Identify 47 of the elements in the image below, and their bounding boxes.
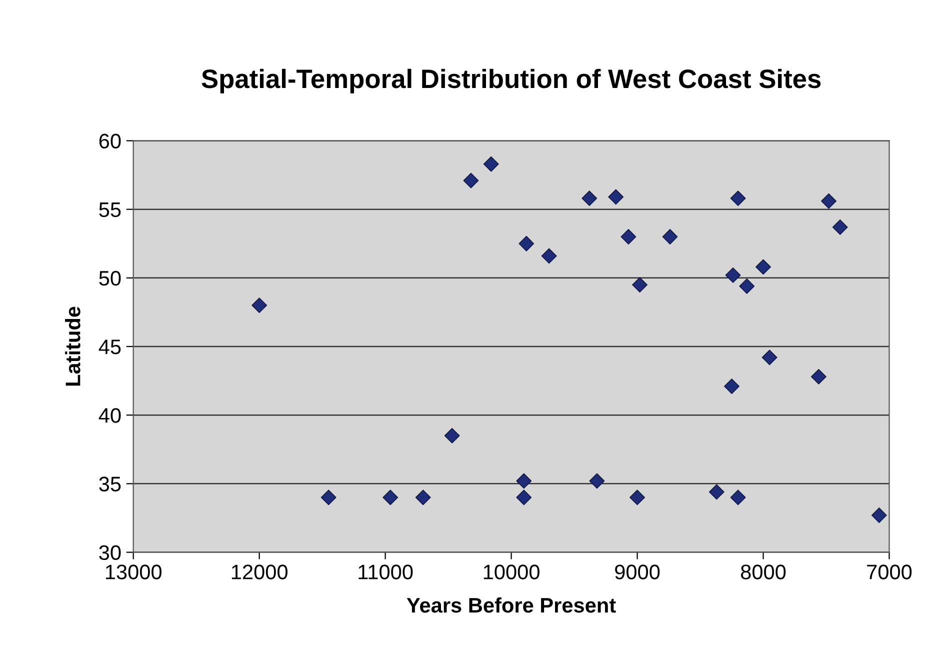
- point: [630, 490, 645, 506]
- point: [252, 298, 268, 314]
- y-tick-label: 40: [98, 408, 121, 423]
- x-tick-label: 11000: [358, 564, 413, 580]
- point: [662, 229, 678, 244]
- y-tick-label: 50: [99, 270, 121, 286]
- chart-title: Spatial-Temporal Distribution of West Coast Sites: [202, 68, 821, 94]
- point: [582, 190, 598, 206]
- point: [810, 368, 826, 384]
- x-tick-label: 13000: [106, 564, 162, 580]
- point: [739, 278, 755, 294]
- point: [589, 473, 605, 489]
- point: [871, 508, 887, 523]
- point: [541, 248, 557, 264]
- x-tick-label: 7000: [867, 564, 912, 580]
- y-tick-label: 55: [99, 202, 121, 218]
- point: [725, 267, 741, 283]
- y-tick-label: 45: [98, 340, 121, 354]
- x-tick-label: 8000: [740, 564, 786, 580]
- point: [632, 277, 648, 292]
- point: [620, 229, 636, 244]
- x-tick-label: 12000: [232, 564, 288, 580]
- point: [382, 490, 398, 506]
- y-axis-title: Latitude: [65, 306, 80, 386]
- point: [320, 490, 336, 506]
- point: [762, 350, 778, 366]
- point: [516, 473, 532, 489]
- point: [608, 189, 624, 205]
- point: [444, 428, 460, 444]
- point: [832, 219, 848, 235]
- point: [708, 484, 724, 500]
- x-axis-title: Years Before Present: [406, 597, 616, 613]
- point: [463, 172, 479, 188]
- y-tick-label: 60: [99, 134, 121, 148]
- y-tick-label: 30: [99, 545, 121, 560]
- point: [483, 156, 499, 172]
- point: [516, 490, 532, 506]
- point: [730, 190, 746, 206]
- y-tick-label: 35: [99, 476, 121, 492]
- point: [821, 193, 836, 209]
- x-tick-label: 9000: [615, 564, 660, 580]
- point: [518, 236, 534, 252]
- x-tick-label: 10000: [484, 564, 540, 580]
- point: [730, 490, 746, 506]
- point: [724, 378, 740, 394]
- point: [415, 490, 431, 506]
- point: [756, 259, 771, 275]
